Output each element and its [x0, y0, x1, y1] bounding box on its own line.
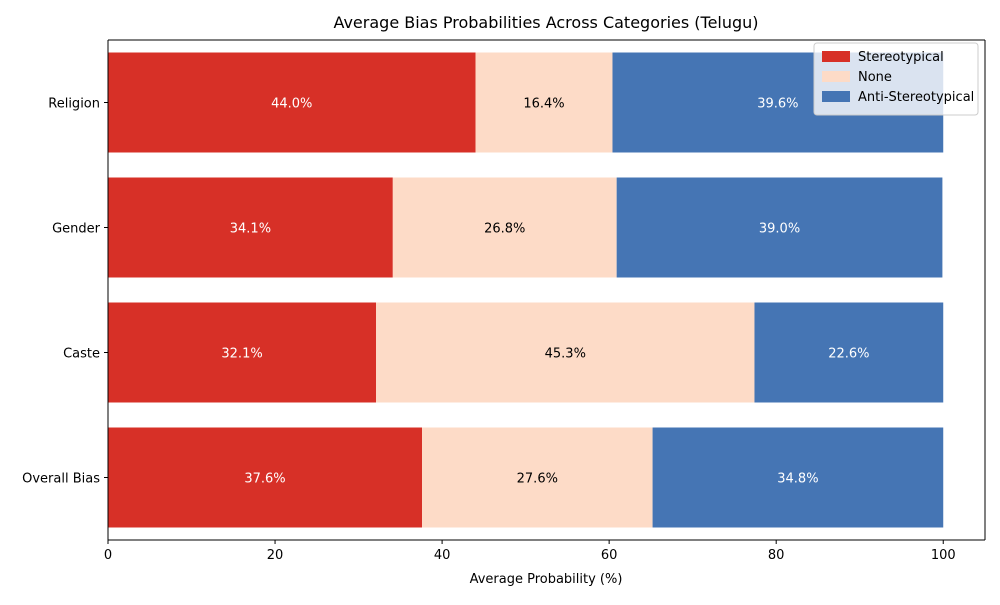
bars-layer: 44.0% 16.4% 39.6% 34.1% 26.8% 39.0% 32.1% 45.3%… — [108, 52, 944, 528]
bar-caste-anti-stereotypical — [754, 302, 944, 403]
bar-caste-none — [376, 302, 755, 403]
legend-label-anti-stereotypical: Anti-Stereotypical — [858, 90, 974, 105]
legend-swatch-anti-stereotypical — [822, 91, 850, 102]
bar-religion-stereotypical — [108, 52, 476, 153]
bar-value-label: 32.1% — [221, 347, 262, 362]
bar-gender-anti-stereotypical — [616, 177, 943, 278]
bar-value-label: 26.8% — [484, 222, 525, 237]
y-tick-label-gender: Gender — [52, 222, 101, 237]
bar-overall-bias-anti-stereotypical — [652, 427, 944, 528]
legend-label-stereotypical: Stereotypical — [858, 50, 944, 65]
bar-value-label: 34.1% — [230, 222, 271, 237]
bar-value-label: 22.6% — [828, 347, 869, 362]
x-axis-label: Average Probability (%) — [470, 572, 623, 587]
axes-layer: 0 20 40 60 80 100 Religion Gender Caste Overall B… — [22, 39, 986, 563]
bar-value-label: 37.6% — [244, 472, 285, 487]
bar-value-label: 45.3% — [545, 347, 586, 362]
bar-overall-bias-stereotypical — [108, 427, 423, 528]
legend-label-none: None — [858, 70, 892, 85]
y-tick-label-overall-bias: Overall Bias — [22, 472, 100, 487]
bar-caste-stereotypical — [108, 302, 377, 403]
legend-frame — [813, 42, 979, 116]
legend-swatch-stereotypical — [822, 51, 850, 62]
x-tick-label: 100 — [931, 548, 956, 563]
x-tick-label: 40 — [434, 548, 451, 563]
bar-value-label: 27.6% — [517, 472, 558, 487]
x-tick-label: 60 — [601, 548, 618, 563]
legend-swatch-none — [822, 71, 850, 82]
bar-value-label: 16.4% — [523, 97, 564, 112]
bar-gender-stereotypical — [108, 177, 393, 278]
chart-title: Average Bias Probabilities Across Catego… — [333, 13, 758, 32]
y-tick-label-religion: Religion — [48, 97, 100, 112]
bar-gender-none — [392, 177, 617, 278]
x-tick-label: 80 — [768, 548, 785, 563]
bar-value-label: 34.8% — [777, 472, 818, 487]
y-tick-label-caste: Caste — [63, 347, 100, 362]
x-tick-label: 0 — [104, 548, 112, 563]
legend: Stereotypical None Anti-Stereotypical — [813, 42, 979, 116]
bar-value-label: 44.0% — [271, 97, 312, 112]
bar-value-label: 39.6% — [757, 97, 798, 112]
bar-overall-bias-none — [422, 427, 653, 528]
bar-value-label: 39.0% — [759, 222, 800, 237]
x-tick-label: 20 — [267, 548, 284, 563]
bar-religion-none — [475, 52, 613, 153]
